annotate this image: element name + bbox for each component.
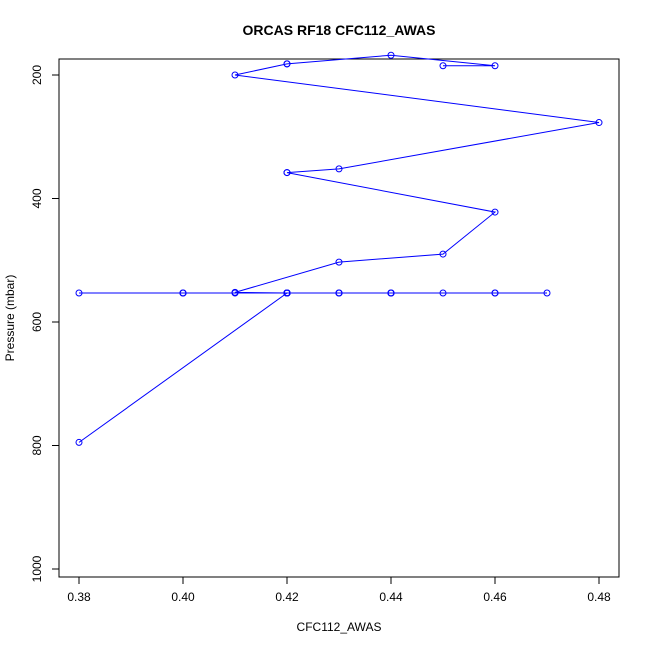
data-point [595, 119, 603, 127]
x-axis-label: CFC112_AWAS [297, 620, 382, 634]
data-point [179, 289, 187, 297]
x-axis: 0.38 0.40 0.42 0.44 0.46 0.48 [67, 576, 611, 604]
data-point [387, 289, 395, 297]
y-tick-label: 200 [30, 65, 44, 85]
x-tick-label: 0.44 [379, 590, 403, 604]
y-tick-label: 600 [30, 312, 44, 332]
plot-frame [58, 58, 620, 578]
data-point [491, 62, 499, 70]
data-point [283, 169, 291, 177]
data-point [491, 208, 499, 216]
data-point [75, 289, 83, 297]
data-point [387, 51, 395, 59]
y-tick-label: 800 [30, 435, 44, 455]
data-point [439, 250, 447, 258]
data-point [335, 165, 343, 173]
data-point [335, 258, 343, 266]
data-point [231, 71, 239, 79]
series-layer [75, 51, 603, 446]
data-point [75, 438, 83, 446]
y-tick-label: 400 [30, 188, 44, 208]
data-point [491, 289, 499, 297]
data-point [231, 289, 239, 297]
data-point [335, 289, 343, 297]
x-tick-label: 0.38 [67, 590, 91, 604]
data-point [283, 60, 291, 68]
data-point [439, 62, 447, 70]
y-axis-label: Pressure (mbar) [3, 275, 17, 362]
x-tick-label: 0.48 [587, 590, 611, 604]
y-axis: 200 400 600 800 1000 [30, 65, 60, 582]
data-point [283, 289, 291, 297]
x-tick-label: 0.42 [275, 590, 299, 604]
y-tick-label: 1000 [30, 555, 44, 582]
data-point [439, 289, 447, 297]
data-point [543, 289, 551, 297]
series-line [78, 54, 600, 443]
chart-title: ORCAS RF18 CFC112_AWAS [243, 22, 436, 38]
x-tick-label: 0.46 [483, 590, 507, 604]
x-tick-label: 0.40 [171, 590, 195, 604]
